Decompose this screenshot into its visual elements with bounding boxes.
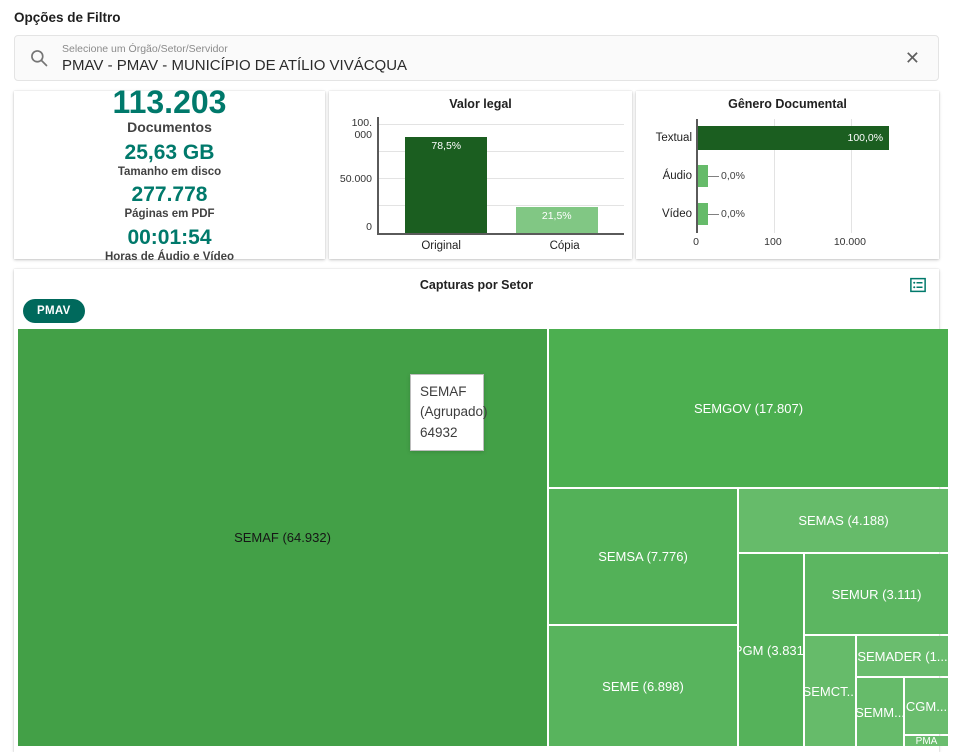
label-video: Vídeo	[661, 208, 692, 220]
xtick-100: 100	[764, 236, 782, 248]
bar-audio-label: 0,0%	[721, 170, 745, 182]
stat-disk-label: Tamanho em disco	[117, 165, 222, 178]
stat-documents-value: 113.203	[112, 83, 227, 120]
ytick-100000: 100.000	[351, 117, 372, 142]
stats-panel: 113.203 Documentos 25,63 GB Tamanho em d…	[14, 85, 325, 263]
filter-label: Selecione um Órgão/Setor/Servidor	[62, 42, 228, 55]
bar-original[interactable]: 78,5%	[405, 136, 488, 233]
ytick-0: 0	[366, 221, 372, 233]
valor-legal-chart: Valor legal 100.000 50.000 0 78,5%	[329, 91, 632, 259]
row-audio: Áudio 0,0%	[663, 157, 925, 195]
ytick-50000: 50.000	[339, 173, 372, 185]
treemap-tile-semgov[interactable]: SEMGOV (17.807)	[549, 329, 948, 487]
treemap: SEMAF (64.932) SEMGOV (17.807) SEMSA (7.…	[18, 329, 948, 746]
capturas-panel: Capturas por Setor PMAV SEMAF (64.932) S…	[14, 269, 948, 752]
stat-pages-label: Páginas em PDF	[124, 208, 215, 221]
xtick-10000: 10.000	[833, 236, 866, 248]
tooltip-line-1: SEMAF	[420, 384, 467, 399]
bar-video[interactable]	[698, 203, 708, 225]
xlabel-original: Original	[421, 240, 461, 252]
treemap-tooltip: SEMAF (Agrupado) 64932	[410, 374, 488, 451]
bar-textual[interactable]: 100,0%	[698, 126, 890, 150]
gridline	[379, 204, 624, 206]
xtick-0: 0	[693, 236, 699, 248]
stat-pages-value: 277.778	[131, 183, 208, 207]
filter-value-input[interactable]: PMAV - PMAV - MUNICÍPIO DE ATÍLIO VIVÁCQ…	[62, 56, 408, 74]
pmav-chip[interactable]: PMAV	[23, 299, 85, 323]
gridline	[774, 119, 776, 233]
valor-legal-x-axis: Original Cópia	[377, 240, 624, 252]
bar-copia[interactable]: 21,5%	[515, 206, 598, 233]
capturas-header: Capturas por Setor	[18, 273, 935, 297]
whisker	[708, 175, 719, 177]
bar-audio[interactable]	[698, 165, 708, 187]
genero-documental-plot: Textual 100,0% Áudio 0,0% Vídeo	[656, 119, 925, 252]
summary-row: 113.203 Documentos 25,63 GB Tamanho em d…	[14, 85, 939, 263]
gridline	[379, 150, 624, 152]
treemap-tile-semur[interactable]: SEMUR (3.111)	[805, 554, 948, 634]
genero-x-axis: 0 100 10.000	[693, 236, 925, 252]
stat-documents: 113.203 Documentos	[112, 83, 227, 137]
treemap-tile-semm[interactable]: SEMM...	[857, 678, 903, 746]
row-textual: Textual 100,0%	[656, 119, 925, 157]
bar-copia-label: 21,5%	[541, 209, 572, 222]
filter-bar[interactable]: Selecione um Órgão/Setor/Servidor PMAV -…	[14, 35, 939, 81]
gridline	[379, 177, 624, 179]
valor-legal-plot-area: 78,5% 21,5%	[377, 117, 624, 235]
treemap-tile-pgm[interactable]: PGM (3.831)	[739, 554, 803, 746]
treemap-tile-semsa[interactable]: SEMSA (7.776)	[549, 489, 737, 624]
filter-texts: Selecione um Órgão/Setor/Servidor PMAV -…	[62, 43, 901, 74]
label-textual: Textual	[655, 132, 692, 144]
treemap-tile-seme[interactable]: SEME (6.898)	[549, 626, 737, 746]
page-title: Opções de Filtro	[14, 10, 121, 25]
tooltip-line-3: 64932	[420, 424, 458, 440]
genero-documental-chart: Gênero Documental Textual 100,0% Áudio	[636, 91, 939, 259]
clear-filter-icon[interactable]: ✕	[904, 48, 920, 68]
bar-video-label: 0,0%	[721, 208, 745, 220]
legend-toggle-icon[interactable]	[909, 276, 927, 294]
genero-plot-area: Textual 100,0% Áudio 0,0% Vídeo	[656, 119, 925, 233]
valor-legal-title: Valor legal	[449, 97, 512, 111]
capturas-title: Capturas por Setor	[419, 278, 534, 292]
gridline	[379, 123, 624, 125]
bar-textual-label: 100,0%	[847, 132, 884, 144]
stat-hours-label: Horas de Áudio e Vídeo	[104, 251, 235, 264]
treemap-tile-semct[interactable]: SEMCT...	[805, 636, 855, 746]
stat-pages: 277.778 Páginas em PDF	[124, 179, 214, 222]
row-video: Vídeo 0,0%	[662, 195, 925, 233]
valor-legal-y-axis: 100.000 50.000 0	[337, 117, 377, 235]
label-audio: Áudio	[662, 170, 692, 182]
stat-hours: 00:01:54 Horas de Áudio e Vídeo	[105, 222, 234, 265]
treemap-tile-semas[interactable]: SEMAS (4.188)	[739, 489, 948, 552]
gridline	[850, 119, 852, 233]
stat-hours-value: 00:01:54	[127, 225, 212, 249]
xlabel-copia: Cópia	[549, 240, 580, 252]
treemap-tile-semader[interactable]: SEMADER (1...	[857, 636, 948, 676]
valor-legal-plot: 100.000 50.000 0 78,5% 21,5%	[337, 117, 624, 235]
bar-original-label: 78,5%	[431, 139, 462, 152]
treemap-tile-pma[interactable]: PMA	[905, 736, 948, 746]
stat-disk: 25,63 GB Tamanho em disco	[118, 137, 221, 180]
stat-disk-value: 25,63 GB	[124, 140, 215, 164]
whisker	[708, 213, 719, 215]
stat-documents-label: Documentos	[127, 119, 212, 136]
tooltip-line-2: (Agrupado)	[420, 404, 488, 420]
genero-documental-title: Gênero Documental	[728, 97, 847, 111]
search-icon	[31, 50, 48, 67]
treemap-tile-cgm[interactable]: CGM...	[905, 678, 948, 734]
